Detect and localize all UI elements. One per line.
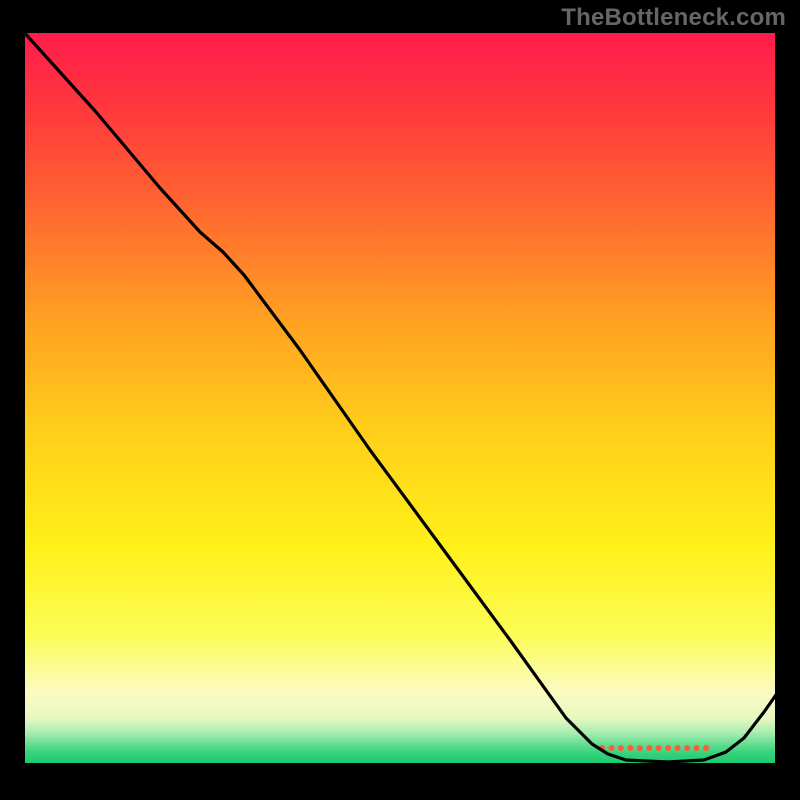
marker-dot — [627, 745, 633, 751]
marker-dot — [684, 745, 690, 751]
marker-dot — [665, 745, 671, 751]
marker-dot — [646, 745, 652, 751]
bottleneck-chart — [0, 0, 800, 800]
marker-dot — [656, 745, 662, 751]
marker-dot — [675, 745, 681, 751]
chart-container: TheBottleneck.com — [0, 0, 800, 800]
marker-dot — [609, 745, 615, 751]
marker-dot — [618, 745, 624, 751]
marker-dot — [637, 745, 643, 751]
marker-dot — [703, 745, 709, 751]
gradient-background — [22, 30, 778, 766]
marker-dot — [694, 745, 700, 751]
watermark: TheBottleneck.com — [561, 4, 786, 32]
